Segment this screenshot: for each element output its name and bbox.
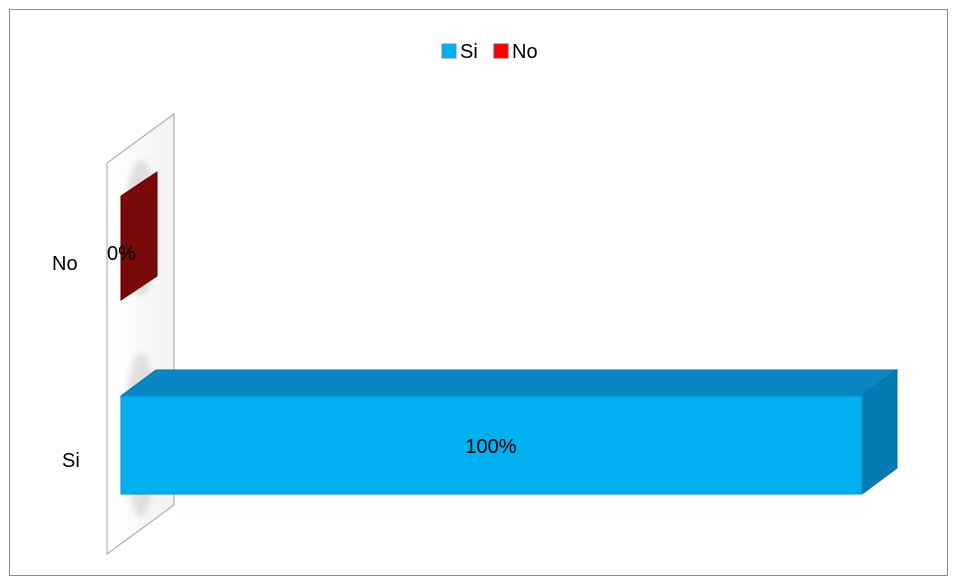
category-label-si: Si: [62, 450, 80, 472]
legend-swatch-no: [493, 43, 509, 59]
bar-no: [120, 171, 158, 301]
bar-si-top-face: [119, 369, 899, 397]
legend-swatch-si: [441, 43, 457, 59]
bar-si: [120, 395, 863, 495]
data-label-no: 0%: [107, 243, 136, 265]
legend-label-si: Si: [460, 41, 478, 63]
category-label-no: No: [52, 253, 78, 275]
legend: Si No: [441, 41, 538, 63]
data-label-si: 100%: [465, 436, 516, 458]
legend-label-no: No: [512, 41, 538, 63]
